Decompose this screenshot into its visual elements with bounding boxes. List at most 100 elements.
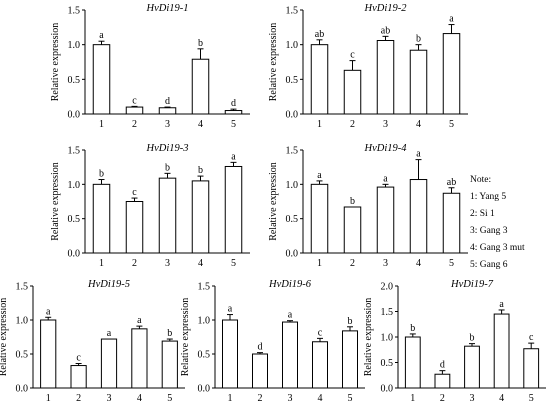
y-tick-label: 0.0 xyxy=(286,110,299,121)
note-item-2: 2: Si 1 xyxy=(470,209,495,219)
significance-letter: b xyxy=(99,169,104,180)
y-tick-label: 1.0 xyxy=(68,40,81,51)
y-tick-label: 1.5 xyxy=(68,146,81,157)
x-tick-label: 4 xyxy=(499,393,504,404)
bar xyxy=(442,192,461,254)
y-tick-label: 0.5 xyxy=(198,350,211,361)
y-tick-label: 0.5 xyxy=(381,358,394,369)
bar xyxy=(376,186,395,254)
significance-letter: b xyxy=(416,34,421,45)
significance-letter: c xyxy=(318,327,323,338)
y-tick-label: 0.5 xyxy=(68,214,81,225)
bar xyxy=(312,341,328,389)
significance-letter: ab xyxy=(381,25,390,36)
significance-letter: b xyxy=(198,38,203,49)
bar xyxy=(125,201,144,254)
significance-letter: a xyxy=(449,14,454,25)
x-tick-label: 2 xyxy=(350,258,355,269)
y-axis-label: Relative expression xyxy=(50,162,61,241)
chart-title: HvDi19-5 xyxy=(87,279,130,290)
x-tick-label: 3 xyxy=(383,119,388,130)
x-tick-label: 3 xyxy=(288,393,293,404)
bar xyxy=(434,373,451,389)
bar xyxy=(40,319,57,389)
y-tick-label: 1.5 xyxy=(68,6,81,17)
note-legend: Note: 1: Yang 5 2: Si 1 3: Gang 3 4: Gan… xyxy=(470,175,550,277)
y-tick-label: 0.0 xyxy=(16,384,29,395)
x-tick-label: 4 xyxy=(137,393,142,404)
bar xyxy=(224,165,243,254)
y-tick-label: 0.5 xyxy=(286,75,299,86)
bar xyxy=(523,348,540,389)
x-tick-label: 1 xyxy=(46,393,51,404)
y-tick-label: 1.5 xyxy=(16,282,29,293)
y-tick-label: 1.0 xyxy=(198,316,211,327)
significance-letter: b xyxy=(165,162,170,173)
bar xyxy=(92,44,111,115)
significance-letter: c xyxy=(76,353,81,364)
bar xyxy=(343,206,362,254)
x-tick-label: 1 xyxy=(410,393,415,404)
bar xyxy=(310,44,329,115)
note-item-4: 4: Gang 3 mut xyxy=(470,243,525,253)
y-tick-label: 0.0 xyxy=(198,384,211,395)
significance-letter: a xyxy=(383,173,388,184)
significance-letter: b xyxy=(348,316,353,327)
y-tick-label: 1.0 xyxy=(16,316,29,327)
x-tick-label: 1 xyxy=(228,393,233,404)
chart-title: HvDi19-2 xyxy=(364,3,408,14)
x-tick-label: 2 xyxy=(132,258,137,269)
significance-letter: a xyxy=(499,299,504,310)
chart-panel-7: 0.0 0.5 1.0 1.5 2.0 Relative expression HvDi19… xyxy=(363,279,546,404)
chart-panel-2: 0.0 0.5 1.0 1.5 Relative expression HvDi19-2 a… xyxy=(268,3,468,130)
y-tick-label: 0.0 xyxy=(381,384,394,395)
bar xyxy=(252,353,268,389)
bar xyxy=(222,319,238,389)
bar xyxy=(343,69,362,115)
significance-letter: b xyxy=(470,333,475,344)
x-tick-label: 3 xyxy=(107,393,112,404)
x-tick-label: 3 xyxy=(165,119,170,130)
x-tick-label: 5 xyxy=(231,119,236,130)
x-tick-label: 3 xyxy=(470,393,475,404)
y-axis-label: Relative expression xyxy=(363,298,374,377)
x-tick-label: 4 xyxy=(416,119,421,130)
x-tick-label: 5 xyxy=(167,393,172,404)
significance-letter: b xyxy=(350,196,355,207)
bar xyxy=(376,40,395,115)
significance-letter: b xyxy=(167,328,172,339)
bar xyxy=(493,313,510,389)
significance-letter: a xyxy=(231,151,236,162)
x-tick-label: 4 xyxy=(318,393,323,404)
significance-letter: a xyxy=(137,315,142,326)
bar xyxy=(191,180,210,254)
x-tick-label: 3 xyxy=(165,258,170,269)
y-tick-label: 1.5 xyxy=(286,6,299,17)
y-tick-label: 1.5 xyxy=(198,282,211,293)
significance-letter: ab xyxy=(315,29,324,40)
y-tick-label: 2.0 xyxy=(381,282,394,293)
y-tick-label: 0.5 xyxy=(286,214,299,225)
significance-letter: d xyxy=(258,342,263,353)
y-tick-label: 1.0 xyxy=(286,180,299,191)
chart-panel-5: 0.0 0.5 1.0 1.5 Relative expression HvDi19-5 a… xyxy=(0,279,185,404)
y-axis-label: Relative expression xyxy=(268,162,279,241)
x-tick-label: 1 xyxy=(317,258,322,269)
significance-letter: c xyxy=(350,50,355,61)
x-tick-label: 2 xyxy=(258,393,263,404)
note-item-1: 1: Yang 5 xyxy=(470,192,507,202)
note-item-3: 3: Gang 3 xyxy=(470,226,508,236)
significance-letter: b xyxy=(410,323,415,334)
chart-title: HvDi19-4 xyxy=(364,143,408,154)
y-axis-label: Relative expression xyxy=(50,23,61,102)
y-tick-label: 1.5 xyxy=(381,307,394,318)
y-tick-label: 1.0 xyxy=(286,40,299,51)
chart-title: HvDi19-3 xyxy=(146,143,189,154)
significance-letter: d xyxy=(231,98,236,109)
bar xyxy=(409,179,428,254)
y-axis-label: Relative expression xyxy=(180,298,191,377)
significance-letter: a xyxy=(416,149,421,160)
chart-panel-1: 0.0 0.5 1.0 1.5 Relative expression HvDi19-1 a… xyxy=(50,3,250,130)
x-tick-label: 4 xyxy=(198,119,203,130)
significance-letter: d xyxy=(165,96,170,107)
